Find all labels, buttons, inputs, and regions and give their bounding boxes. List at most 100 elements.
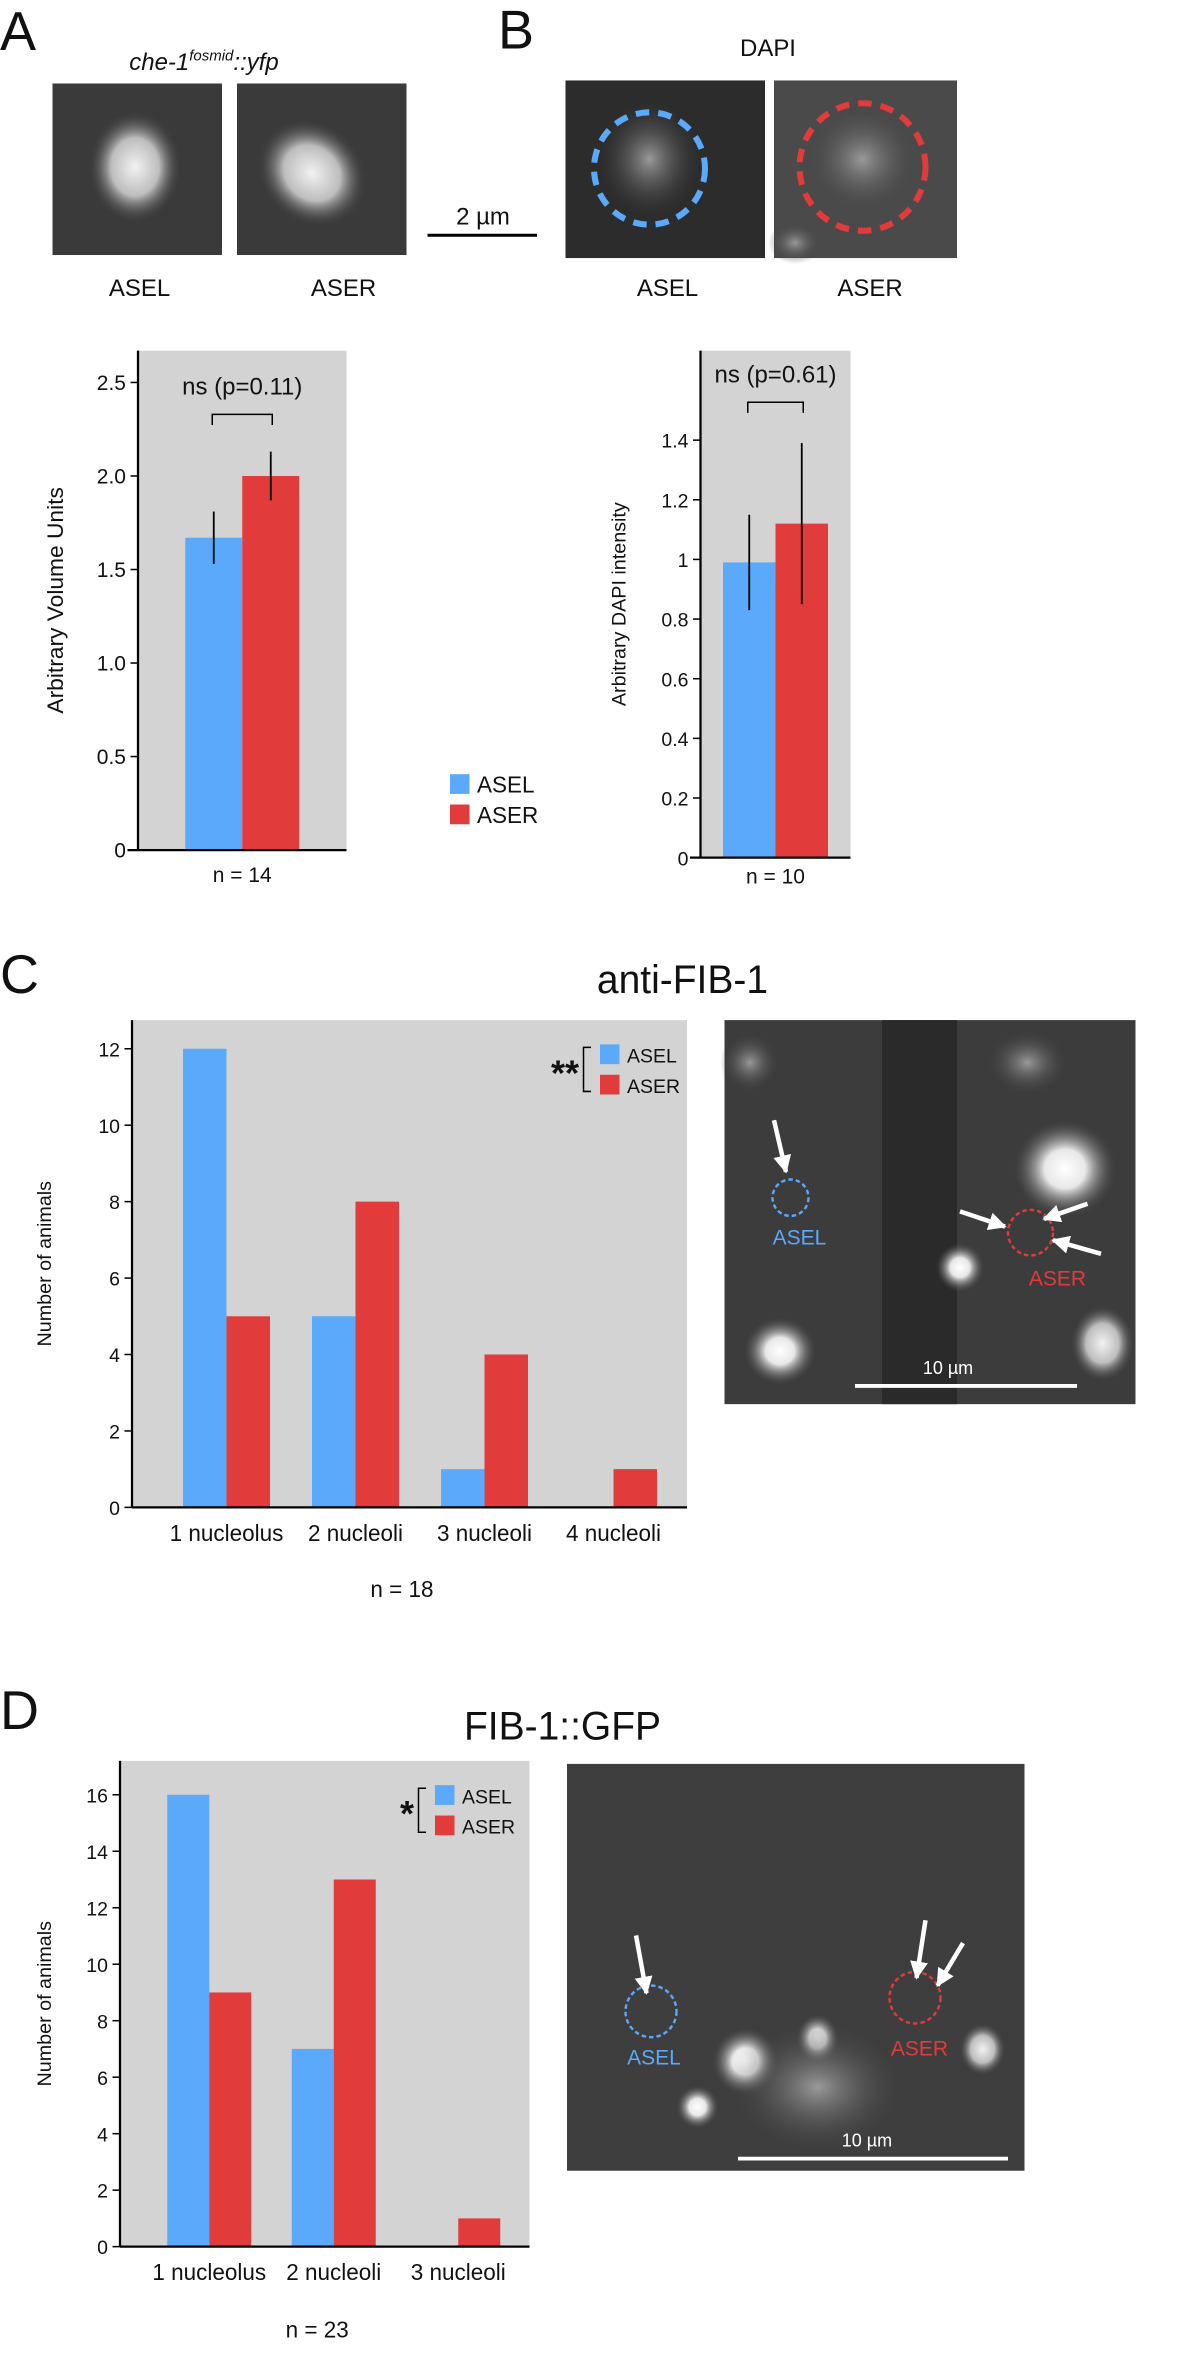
image-caption: ASEL <box>637 275 698 302</box>
y-tick-label: 2 <box>97 2181 108 2203</box>
y-tick-label: 14 <box>86 1842 108 1864</box>
legend-swatch <box>435 1815 455 1836</box>
y-tick-label: 0.6 <box>661 669 688 691</box>
suffix: ::yfp <box>233 49 278 76</box>
y-tick-label: 6 <box>97 2068 108 2090</box>
y-tick-label: 2.5 <box>97 372 126 395</box>
bar <box>242 475 300 851</box>
panel-label: B <box>498 0 534 61</box>
nucleus <box>936 1243 984 1292</box>
annotation: ns (p=0.61) <box>715 361 837 388</box>
arrow <box>633 1935 653 1995</box>
y-axis-label: Arbitrary Volume Units <box>43 487 68 713</box>
arrow <box>935 1941 965 1988</box>
panel-label: D <box>0 1680 39 1741</box>
roi-circle <box>771 1178 810 1218</box>
y-tick-label: 4 <box>97 2124 108 2146</box>
scale-label: 2 µm <box>456 204 510 231</box>
bar <box>185 537 243 851</box>
roi-circle <box>624 1984 678 2039</box>
nucleus <box>985 1029 1070 1096</box>
micrograph-band <box>882 1020 957 1405</box>
y-tick-label: 4 <box>109 1345 120 1367</box>
nucleus <box>1069 1303 1136 1383</box>
roi-circle <box>1006 1208 1055 1257</box>
y-tick-label: 8 <box>109 1192 120 1214</box>
legend-label: ASEL <box>627 1045 677 1067</box>
legend-label: ASER <box>627 1076 680 1098</box>
chart-title: FIB-1::GFP <box>464 1704 661 1748</box>
bar <box>355 1201 399 1508</box>
legend-swatch <box>435 1785 455 1805</box>
y-tick-label: 0 <box>97 2237 108 2259</box>
image-label: ASEL <box>773 1227 827 1250</box>
x-axis-label: n = 18 <box>370 1577 433 1602</box>
nucleus <box>255 117 369 229</box>
panel-label: A <box>0 1 37 62</box>
bar <box>333 1879 376 2247</box>
y-tick-label: 1 <box>678 550 689 572</box>
bar <box>458 2218 501 2247</box>
legend-bracket <box>417 1787 426 1833</box>
image-caption: ASEL <box>109 275 170 302</box>
annotation: ns (p=0.11) <box>182 374 302 401</box>
nucleus <box>598 101 701 218</box>
nucleus <box>1014 1120 1116 1218</box>
y-tick-label: 12 <box>86 1898 108 1920</box>
arrow <box>910 1919 928 1980</box>
roi-circle <box>796 100 929 234</box>
y-tick-label: 2 <box>109 1421 120 1443</box>
gene: che-1 <box>129 49 189 76</box>
roi-circle <box>591 109 708 228</box>
x-tick-label: 3 nucleoli <box>437 1521 532 1546</box>
y-tick-label: 0 <box>109 1498 120 1520</box>
image-title: DAPI <box>740 35 796 62</box>
panel-label: C <box>0 943 39 1004</box>
y-tick-label: 10 <box>98 1116 120 1138</box>
nucleus <box>744 1317 816 1385</box>
y-tick-label: 10 <box>86 1955 108 1977</box>
x-tick-label: 4 nucleoli <box>566 1521 661 1546</box>
x-axis-label: n = 14 <box>213 864 272 887</box>
legend-swatch <box>450 774 470 794</box>
bar <box>167 1794 210 2247</box>
legend-bracket <box>582 1046 591 1093</box>
x-tick-label: 2 nucleoli <box>308 1521 403 1546</box>
legend-label: ASEL <box>477 772 535 797</box>
bar <box>613 1469 657 1508</box>
image-label: ASER <box>1029 1268 1086 1291</box>
y-tick-label: 0.4 <box>661 729 688 751</box>
scale-label: 10 µm <box>842 2130 892 2150</box>
significance: * <box>400 1793 415 1834</box>
x-tick-label: 1 nucleolus <box>152 2260 266 2285</box>
bar <box>484 1354 528 1508</box>
significance: ** <box>551 1052 580 1093</box>
y-axis-label: Number of animals <box>34 1181 56 1347</box>
image-label: ASEL <box>627 2046 681 2069</box>
y-tick-label: 0 <box>678 848 689 870</box>
y-tick-label: 1.2 <box>661 490 688 512</box>
arrow <box>771 1119 792 1174</box>
y-tick-label: 6 <box>109 1269 120 1291</box>
chart-title: anti-FIB-1 <box>597 958 768 1002</box>
scale-label: 10 µm <box>923 1358 973 1378</box>
y-tick-label: 2.0 <box>97 465 126 488</box>
y-tick-label: 12 <box>98 1039 120 1061</box>
x-axis-label: n = 23 <box>286 2318 349 2343</box>
y-tick-label: 1.0 <box>97 653 126 676</box>
legend-swatch <box>600 1044 620 1065</box>
superscript: fosmid <box>189 48 234 65</box>
significance-bracket <box>747 401 804 413</box>
x-axis-label: n = 10 <box>746 865 805 888</box>
y-tick-label: 0.2 <box>661 789 688 811</box>
legend-label: ASEL <box>462 1786 512 1808</box>
arrow <box>1051 1235 1102 1257</box>
nucleus <box>727 2018 908 2156</box>
y-tick-label: 16 <box>86 1785 108 1807</box>
bar <box>183 1048 227 1508</box>
x-tick-label: 3 nucleoli <box>411 2260 506 2285</box>
nucleus <box>768 221 822 265</box>
nucleus <box>720 1032 780 1093</box>
x-tick-label: 2 nucleoli <box>286 2260 381 2285</box>
